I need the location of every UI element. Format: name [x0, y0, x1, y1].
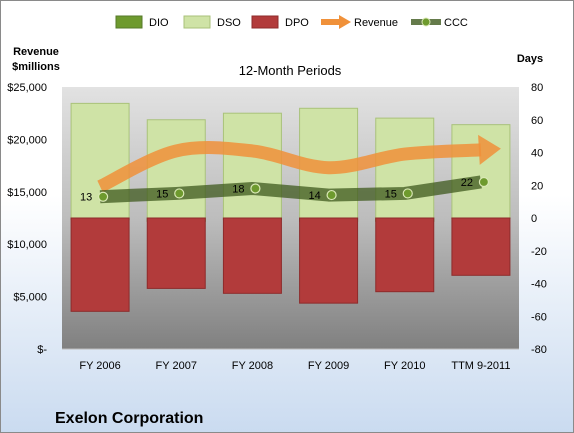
right-tick-label: 0	[531, 213, 537, 225]
ccc-data-label: 14	[308, 190, 320, 202]
revenue-line	[97, 141, 482, 193]
revenue-arrowhead	[478, 134, 501, 165]
ccc-marker	[250, 183, 261, 194]
legend-swatch-dpo	[251, 15, 279, 29]
left-tick-label: $25,000	[7, 82, 47, 94]
ccc-marker	[326, 189, 337, 201]
right-axis: -80 -60 -40 -20 0 20 40 60 80	[531, 82, 547, 356]
left-tick-label: $15,000	[7, 187, 47, 199]
bar-dpo	[451, 217, 511, 276]
bar-dpo	[299, 217, 359, 304]
x-tick-label: FY 2009	[308, 360, 349, 372]
right-axis-label: Days	[517, 53, 543, 65]
legend-label-dso: DSO	[217, 17, 241, 29]
legend-swatch-revenue-head	[339, 15, 351, 29]
legend-swatch-ccc-marker	[421, 17, 431, 27]
right-tick-label: 20	[531, 180, 543, 192]
right-tick-label: 60	[531, 115, 543, 127]
right-tick-label: -60	[531, 311, 547, 323]
left-axis-label-line2: $millions	[12, 61, 60, 73]
bar-dso	[375, 117, 435, 222]
bar-dpo	[146, 217, 206, 289]
right-tick-label: -40	[531, 279, 547, 291]
legend-swatch-dso	[183, 15, 211, 29]
right-tick-label: -20	[531, 246, 547, 258]
company-name: Exelon Corporation	[55, 410, 203, 427]
x-axis: FY 2006 FY 2007 FY 2008 FY 2009 FY 2010 TTM 9…	[79, 360, 510, 372]
legend-swatch-dio	[115, 15, 143, 29]
legend-label-ccc: CCC	[444, 17, 468, 29]
revenue-series	[97, 134, 501, 193]
x-tick-label: FY 2008	[232, 360, 273, 372]
bar-dso	[222, 112, 282, 221]
ccc-data-label: 18	[232, 184, 244, 196]
legend-label-dpo: DPO	[285, 17, 309, 29]
legend-label-dio: DIO	[149, 17, 169, 29]
x-tick-label: FY 2006	[79, 360, 120, 372]
bar-dpo	[375, 217, 435, 293]
ccc-data-label: 13	[80, 192, 92, 204]
right-tick-label: 80	[531, 82, 543, 94]
x-tick-label: FY 2007	[156, 360, 197, 372]
bar-dpo	[222, 217, 282, 294]
left-axis-label-line1: Revenue	[13, 46, 59, 58]
legend-label-revenue: Revenue	[354, 17, 398, 29]
bar-dpo	[70, 217, 130, 312]
x-tick-label: TTM 9-2011	[451, 360, 510, 372]
ccc-marker	[174, 188, 185, 199]
ccc-marker	[478, 176, 490, 188]
left-tick-label: $5,000	[13, 292, 47, 304]
chart-title: 12-Month Periods	[239, 63, 342, 78]
right-tick-label: 40	[531, 148, 543, 160]
ccc-series: 13 15 18 14 15 22	[80, 175, 490, 204]
left-tick-label: $-	[37, 344, 47, 356]
right-tick-label: -80	[531, 344, 547, 356]
legend: DIO DSO DPO Revenue CCC	[115, 15, 468, 29]
left-tick-label: $10,000	[7, 239, 47, 251]
bar-dso	[146, 119, 206, 222]
left-axis: $- $5,000 $10,000 $15,000 $20,000 $25,000	[7, 82, 47, 356]
x-tick-label: FY 2010	[384, 360, 425, 372]
ccc-data-label: 22	[461, 177, 473, 189]
ccc-marker	[97, 191, 109, 202]
left-tick-label: $20,000	[7, 134, 47, 146]
plot-area	[62, 87, 519, 349]
ccc-marker	[402, 188, 413, 199]
ccc-data-label: 15	[156, 188, 168, 200]
ccc-line	[99, 175, 482, 204]
ccc-data-label: 15	[385, 188, 397, 200]
